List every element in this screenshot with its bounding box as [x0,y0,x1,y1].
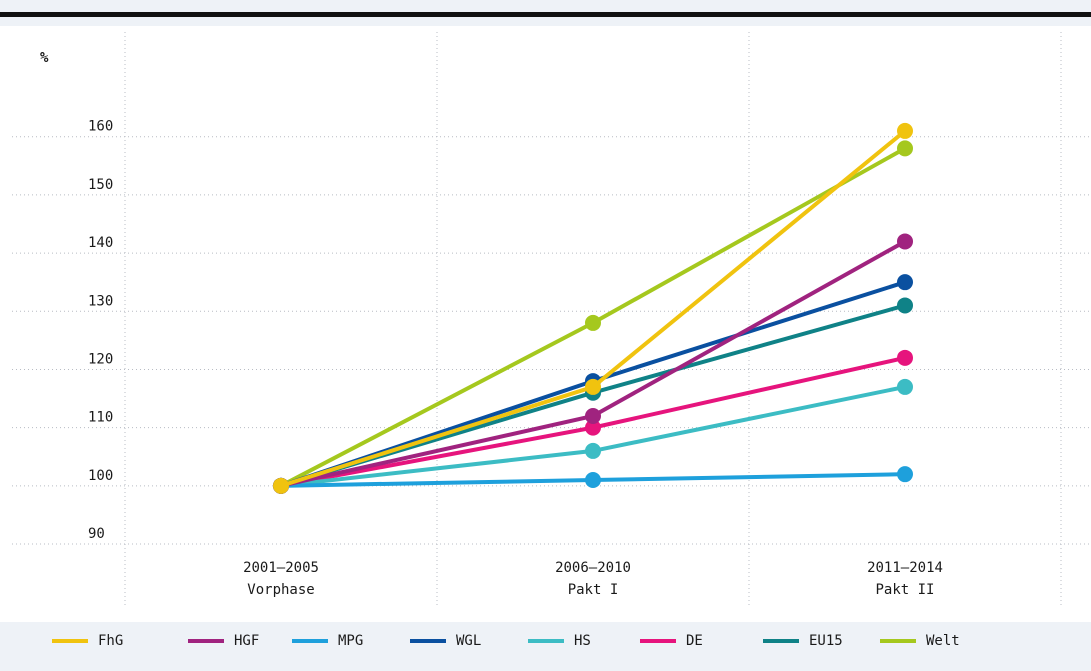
y-axis-label: % [40,50,49,66]
x-tick-label: 2011–2014 Pakt II [867,560,943,598]
y-tick-label: 140 [88,235,113,251]
legend-label: FhG [98,633,123,649]
legend-label: WGL [456,633,481,649]
data-point [585,408,601,424]
data-point [585,472,601,488]
legend-label: EU15 [809,633,843,649]
data-point [897,349,913,366]
legend-label: HGF [234,633,259,649]
x-tick-label: 2006–2010 Pakt I [555,560,631,598]
legend-label: Welt [926,633,960,649]
y-tick-label: 160 [88,119,113,135]
data-point [897,140,913,157]
legend-label: MPG [338,633,363,649]
data-point [273,477,289,494]
y-tick-label: 120 [88,351,113,367]
data-point [897,297,913,314]
data-point [897,233,913,250]
data-point [585,314,601,331]
data-point [897,378,913,395]
data-point [585,378,601,395]
plot-area [0,26,1091,622]
y-tick-label: 90 [88,526,105,542]
data-point [585,442,601,459]
top-rule [0,12,1091,17]
legend-label: DE [686,633,703,649]
y-tick-label: 110 [88,410,113,426]
data-point [897,122,913,139]
data-point [585,419,601,436]
y-tick-label: 130 [88,293,113,309]
x-tick-label: 2001–2005 Vorphase [243,560,319,598]
y-tick-label: 150 [88,177,113,193]
data-point [897,466,913,483]
data-point [897,274,913,291]
y-tick-label: 100 [88,468,113,484]
legend-label: HS [574,633,591,649]
